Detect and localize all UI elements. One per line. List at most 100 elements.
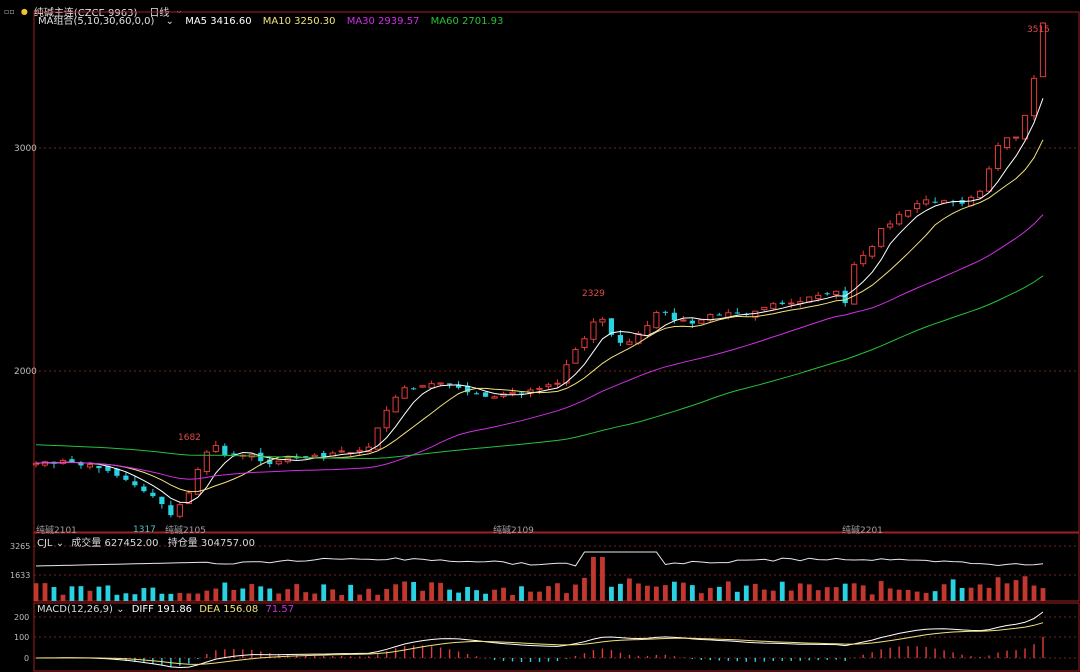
candle-body[interactable] <box>518 392 525 394</box>
candle-body[interactable] <box>878 228 885 247</box>
candle-body[interactable] <box>599 318 606 323</box>
candle-body[interactable] <box>41 461 49 466</box>
candle-body[interactable] <box>644 325 651 337</box>
candle-body[interactable] <box>824 293 830 295</box>
candle-body[interactable] <box>78 462 84 466</box>
grid-toggle-icon[interactable]: ▫▫ <box>4 6 15 16</box>
candle-body[interactable] <box>536 387 543 390</box>
chevron-down-icon[interactable]: ⌄ <box>165 16 175 27</box>
candle-body[interactable] <box>86 464 94 468</box>
candle-body[interactable] <box>473 393 480 395</box>
candle-body[interactable] <box>222 445 228 456</box>
candle-body[interactable] <box>617 335 624 343</box>
candle-body[interactable] <box>374 427 381 450</box>
candle-body[interactable] <box>680 319 687 322</box>
candle-body[interactable] <box>860 254 867 265</box>
candle-body[interactable] <box>734 312 740 314</box>
candle-body[interactable] <box>123 475 129 480</box>
candle-body[interactable] <box>572 349 579 364</box>
period-selector[interactable]: 日线 <box>149 7 170 19</box>
candle-body[interactable] <box>1012 136 1020 139</box>
candle-body[interactable] <box>176 504 183 517</box>
macd-indicator-label[interactable]: MACD(12,26,9) <box>37 604 113 615</box>
candle-body[interactable] <box>356 449 363 453</box>
candle-body[interactable] <box>590 321 597 340</box>
candle-body[interactable] <box>626 341 633 345</box>
candle-body[interactable] <box>203 451 210 473</box>
candle-body[interactable] <box>842 290 848 304</box>
candle-body[interactable] <box>401 387 408 399</box>
candle-body[interactable] <box>563 364 570 384</box>
candle-body[interactable] <box>455 384 462 388</box>
candle-body[interactable] <box>231 453 237 455</box>
volume-indicator-label[interactable]: CJL <box>37 538 53 549</box>
candle-body[interactable] <box>141 486 147 492</box>
candle-body[interactable] <box>608 318 615 335</box>
candle-body[interactable] <box>815 294 822 300</box>
candle-body[interactable] <box>833 290 840 296</box>
candle-body[interactable] <box>114 468 120 476</box>
candle-body[interactable] <box>411 388 417 390</box>
candle-body[interactable] <box>869 246 876 257</box>
candle-body[interactable] <box>159 496 165 505</box>
candle-body[interactable] <box>689 320 695 324</box>
chevron-down-icon[interactable]: ⌄ <box>55 538 65 549</box>
candle-body[interactable] <box>185 492 192 505</box>
candle-body[interactable] <box>932 201 938 203</box>
candle-body[interactable] <box>1003 137 1011 148</box>
candle-body[interactable] <box>69 459 75 463</box>
candle-body[interactable] <box>383 409 390 429</box>
candle-body[interactable] <box>321 453 327 457</box>
chevron-down-icon[interactable]: ⌄ <box>175 6 183 16</box>
candle-body[interactable] <box>581 338 588 348</box>
candle-body[interactable] <box>985 168 993 192</box>
candle-body[interactable] <box>437 382 444 385</box>
candle-body[interactable] <box>258 452 264 462</box>
candle-body[interactable] <box>168 505 174 516</box>
candle-body[interactable] <box>905 209 912 217</box>
candle-body[interactable] <box>779 302 785 304</box>
candle-body[interactable] <box>294 457 300 459</box>
candle-body[interactable] <box>896 213 903 225</box>
chevron-down-icon[interactable]: ⌄ <box>116 604 125 615</box>
candle-body[interactable] <box>914 203 921 210</box>
candle-body[interactable] <box>132 481 138 486</box>
candle-body[interactable] <box>464 385 471 393</box>
candle-body[interactable] <box>1021 114 1029 140</box>
candle-body[interactable] <box>311 454 318 458</box>
candle-body[interactable] <box>545 384 552 388</box>
candle-body[interactable] <box>392 396 399 413</box>
candle-body[interactable] <box>446 383 453 385</box>
candle-body[interactable] <box>770 303 777 309</box>
candle-body[interactable] <box>275 460 282 465</box>
candle-body[interactable] <box>1030 77 1038 117</box>
candle-body[interactable] <box>976 190 984 198</box>
candle-body[interactable] <box>671 312 677 321</box>
candle-body[interactable] <box>105 466 111 471</box>
candle-body[interactable] <box>428 383 435 389</box>
candle-body[interactable] <box>761 306 768 311</box>
candle-body[interactable] <box>716 314 722 316</box>
candle-body[interactable] <box>267 459 273 465</box>
ma-settings-label[interactable]: MA组合(5,10,30,60,0,0) <box>38 16 155 27</box>
candle-body[interactable] <box>653 312 660 329</box>
symbol-title[interactable]: 纯碱主连(CZCE 9963) <box>33 7 138 19</box>
candle-body[interactable] <box>482 392 489 397</box>
candle-body[interactable] <box>923 199 930 205</box>
candle-body[interactable] <box>96 465 102 469</box>
candle-body[interactable] <box>698 319 705 324</box>
candle-body[interactable] <box>338 450 345 453</box>
candle-body[interactable] <box>303 456 309 458</box>
candle-body[interactable] <box>212 445 219 452</box>
candle-body[interactable] <box>994 145 1002 170</box>
candle-body[interactable] <box>554 382 561 385</box>
candle-body[interactable] <box>491 396 498 399</box>
candle-body[interactable] <box>851 264 858 305</box>
candle-body[interactable] <box>419 385 426 388</box>
candle-body[interactable] <box>194 468 201 495</box>
candle-body[interactable] <box>887 223 894 228</box>
candle-body[interactable] <box>150 492 156 497</box>
candle-body[interactable] <box>662 311 668 313</box>
candle-body[interactable] <box>1039 22 1047 78</box>
